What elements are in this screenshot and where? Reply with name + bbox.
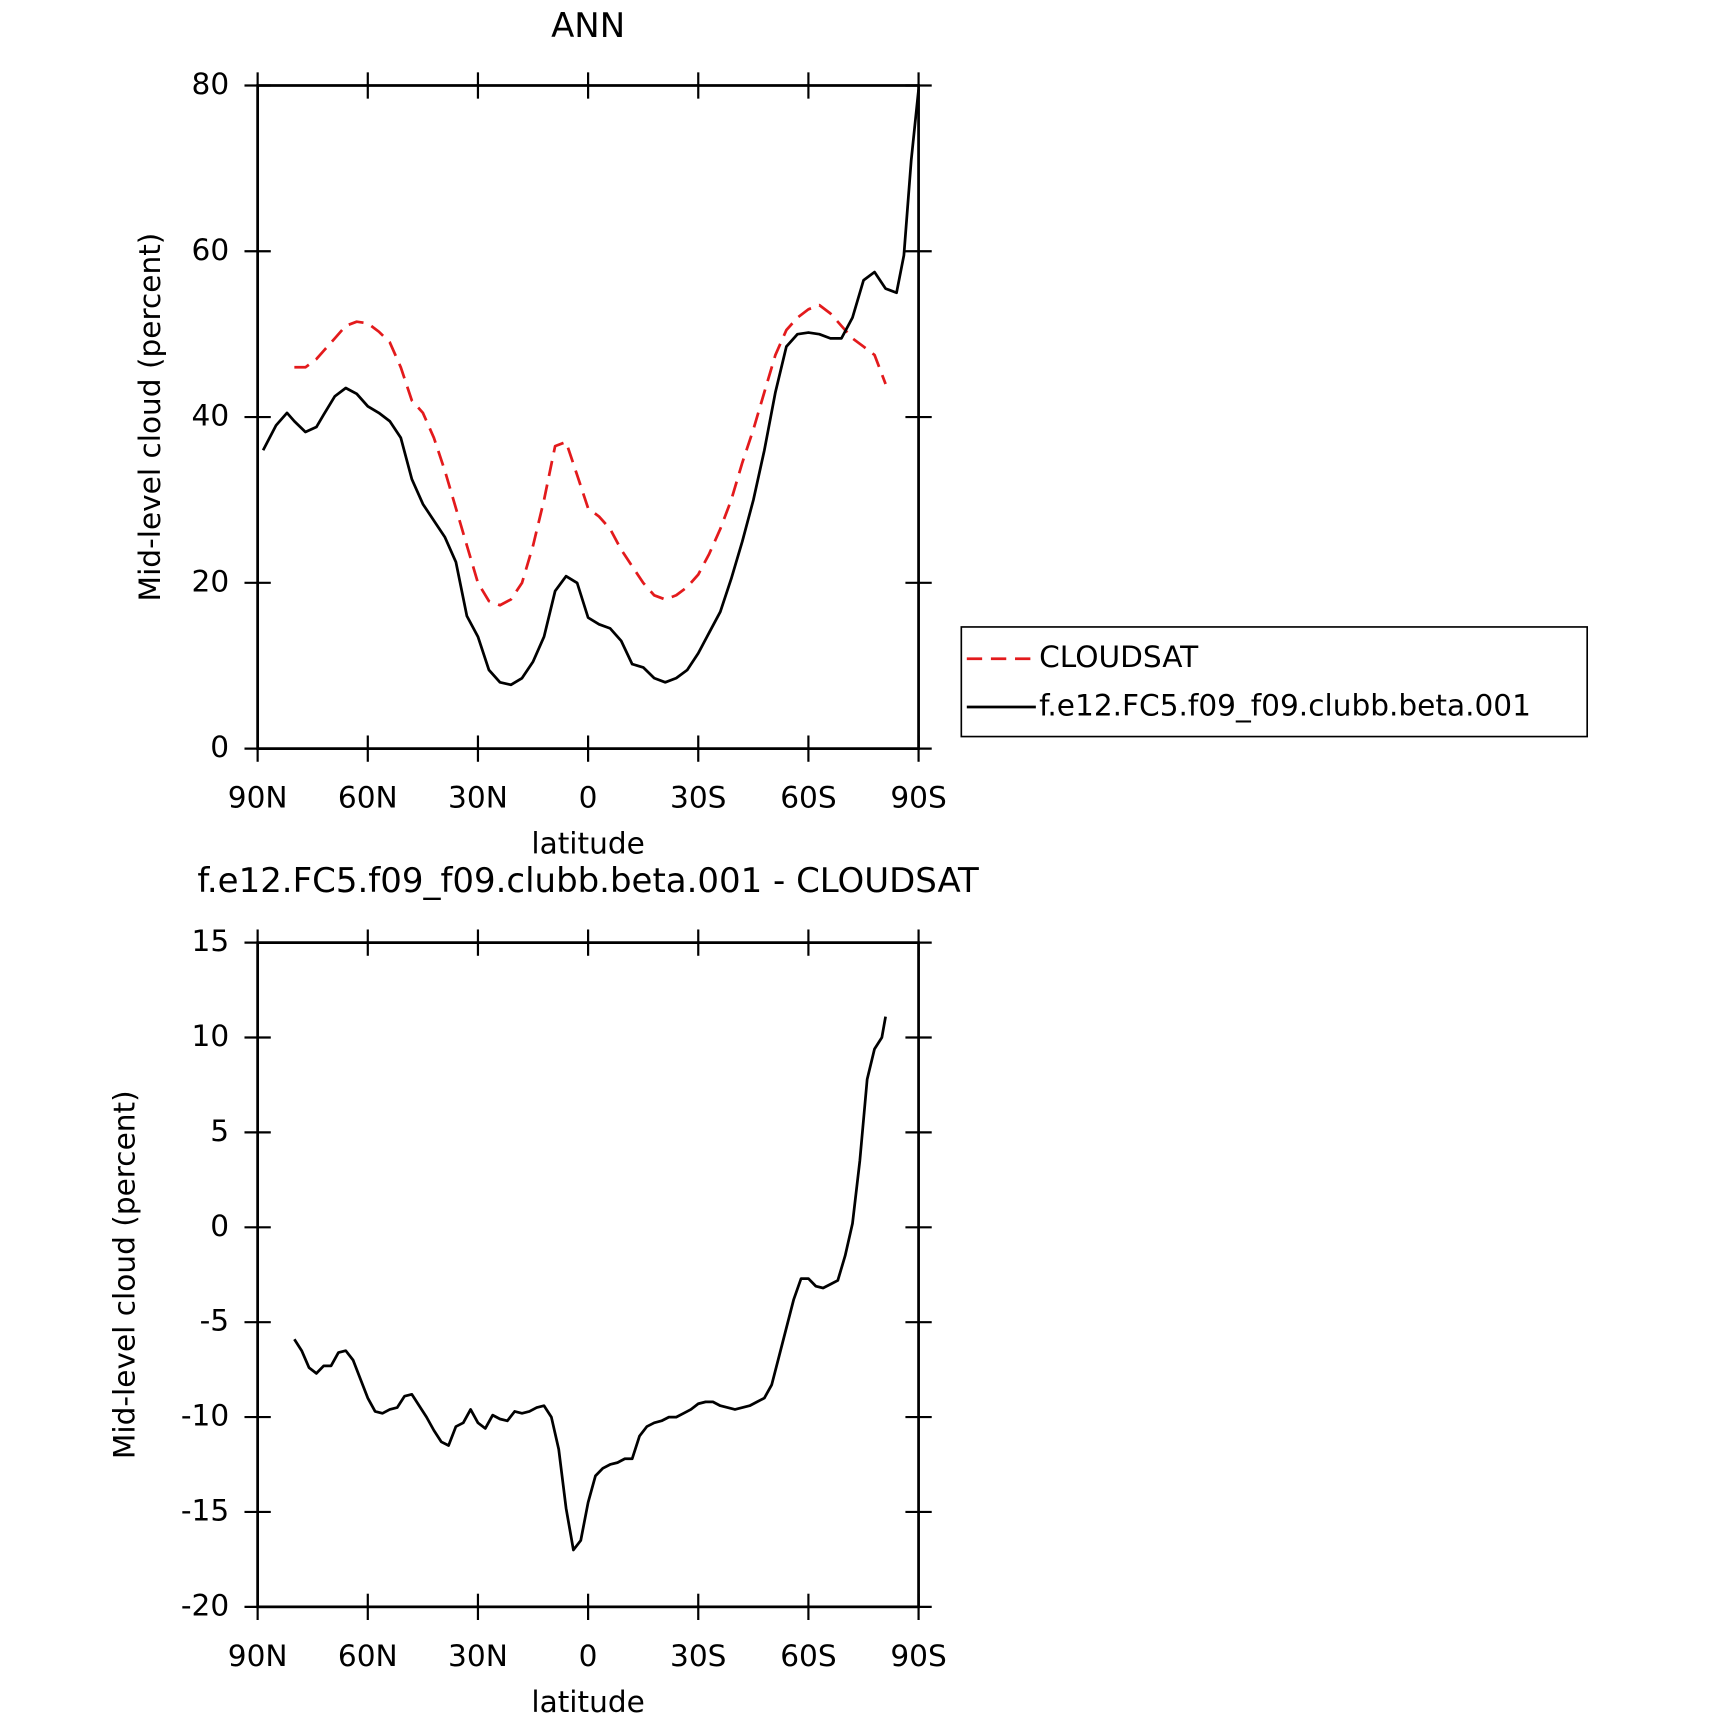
- x-tick-label: 60N: [338, 1639, 398, 1673]
- x-tick-label: 90N: [228, 781, 288, 815]
- x-tick-label: 30N: [448, 781, 508, 815]
- y-tick-label: 10: [191, 1019, 229, 1053]
- legend-label: CLOUDSAT: [1039, 640, 1199, 674]
- y-tick-label: -10: [181, 1399, 229, 1433]
- x-axis-label: latitude: [531, 1685, 644, 1719]
- x-tick-label: 0: [579, 781, 598, 815]
- y-tick-label: -15: [181, 1493, 229, 1527]
- y-tick-label: 15: [191, 924, 229, 958]
- x-tick-label: 30N: [448, 1639, 508, 1673]
- chart-title: f.e12.FC5.f09_f09.clubb.beta.001 - CLOUD…: [197, 861, 979, 901]
- plot-frame: [256, 84, 920, 750]
- data-line: [261, 89, 920, 687]
- x-tick-label: 30S: [670, 1639, 726, 1673]
- y-axis-label: Mid-level cloud (percent): [108, 1090, 142, 1459]
- y-tick-label: 80: [191, 67, 229, 101]
- x-tick-label: 30S: [670, 781, 726, 815]
- x-axis-label: latitude: [531, 827, 644, 861]
- y-tick-label: -20: [181, 1588, 229, 1622]
- x-tick-label: 60N: [338, 781, 398, 815]
- legend-box: [960, 626, 1589, 738]
- y-tick-label: 40: [191, 399, 229, 433]
- y-tick-label: 0: [210, 730, 229, 764]
- chart-title: ANN: [551, 6, 625, 46]
- y-tick-label: 0: [210, 1209, 229, 1243]
- y-tick-label: 60: [191, 233, 229, 267]
- legend-label: f.e12.FC5.f09_f09.clubb.beta.001: [1039, 688, 1531, 722]
- x-tick-label: 60S: [780, 1639, 836, 1673]
- x-tick-label: 90S: [890, 1639, 946, 1673]
- x-tick-label: 90N: [228, 1639, 288, 1673]
- y-tick-label: 20: [191, 564, 229, 598]
- x-tick-label: 60S: [780, 781, 836, 815]
- x-tick-label: 90S: [890, 781, 946, 815]
- data-line: [293, 1016, 887, 1552]
- y-tick-label: 5: [210, 1114, 229, 1148]
- y-axis-label: Mid-level cloud (percent): [133, 233, 167, 602]
- data-line: [294, 303, 887, 607]
- plot-frame: [256, 941, 920, 1609]
- y-tick-label: -5: [200, 1304, 230, 1338]
- x-tick-label: 0: [579, 1639, 598, 1673]
